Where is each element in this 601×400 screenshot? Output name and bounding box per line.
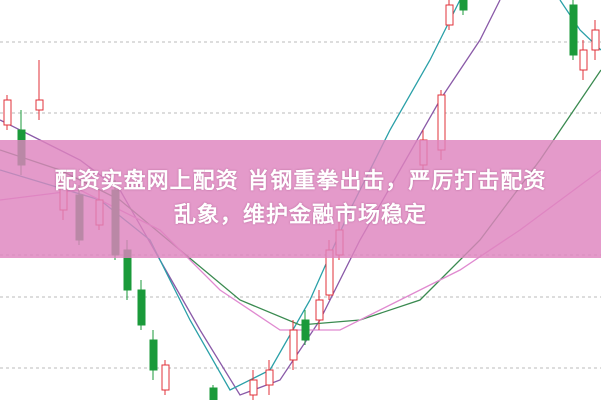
candle-body <box>35 99 44 111</box>
candle-body <box>569 4 578 56</box>
headline-line-2: 乱象，维护金融市场稳定 <box>173 203 427 228</box>
candle-body <box>591 29 600 51</box>
candle-body <box>209 387 218 400</box>
candle-body <box>289 329 298 361</box>
candle-body <box>459 0 468 11</box>
candle-body <box>445 4 454 26</box>
candle-body <box>137 289 146 326</box>
headline-line-1: 配资实盘网上配资 肖钢重拳出击，严厉打击配资 <box>54 169 547 194</box>
candle-body <box>149 339 158 371</box>
candle-body <box>315 299 324 321</box>
candle-body <box>265 369 274 386</box>
candle-body <box>579 49 588 71</box>
candle-body <box>161 364 170 391</box>
candle-body <box>3 99 12 126</box>
candle-body <box>249 379 258 396</box>
candle-body <box>301 319 310 341</box>
headline-banner: 配资实盘网上配资 肖钢重拳出击，严厉打击配资 乱象，维护金融市场稳定 <box>0 140 601 258</box>
